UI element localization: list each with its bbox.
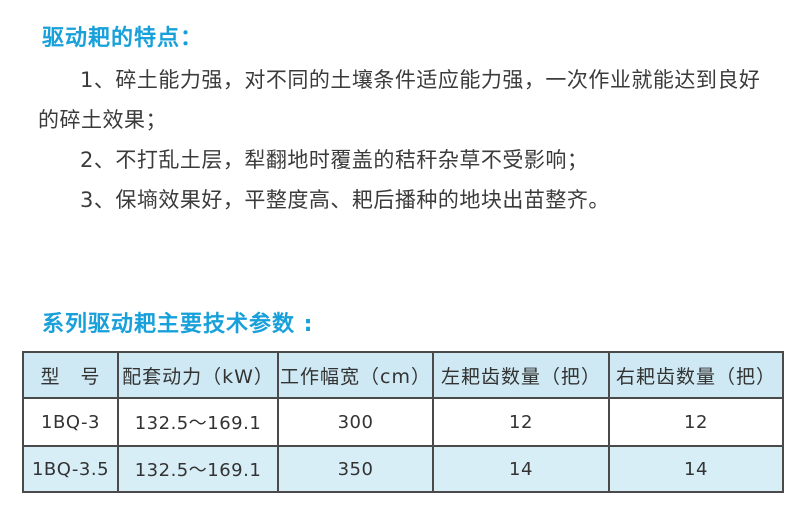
parameters-section-title: 系列驱动耙主要技术参数 : (42, 312, 314, 337)
table-row: 1BQ-3 132.5～169.1 300 12 12 (22, 397, 784, 447)
cell-model: 1BQ-3.5 (22, 445, 119, 493)
column-header-working-width: 工作幅宽（cm） (277, 351, 434, 399)
table-header-row: 型 号 配套动力（kW） 工作幅宽（cm） 左耙齿数量（把） 右耙齿数量（把） (22, 351, 784, 399)
cell-right-tines: 14 (608, 445, 784, 493)
cell-working-width: 300 (277, 397, 434, 447)
features-list: 1、碎土能力强，对不同的土壤条件适应能力强，一次作业就能达到良好的碎土效果； 2… (38, 60, 762, 220)
cell-model: 1BQ-3 (22, 397, 119, 447)
feature-item-1: 1、碎土能力强，对不同的土壤条件适应能力强，一次作业就能达到良好的碎土效果； (38, 68, 761, 132)
cell-left-tines: 12 (432, 397, 610, 447)
column-header-right-tines: 右耙齿数量（把） (608, 351, 784, 399)
feature-item-3: 3、保墒效果好，平整度高、耙后播种的地块出苗整齐。 (80, 188, 610, 212)
cell-power: 132.5～169.1 (117, 397, 279, 447)
feature-item-2: 2、不打乱土层，犁翻地时覆盖的秸秆杂草不受影响； (80, 148, 589, 172)
cell-power: 132.5～169.1 (117, 445, 279, 493)
cell-right-tines: 12 (608, 397, 784, 447)
features-section-title: 驱动耙的特点： (42, 26, 204, 51)
cell-working-width: 350 (277, 445, 434, 493)
column-header-model: 型 号 (22, 351, 119, 399)
cell-left-tines: 14 (432, 445, 610, 493)
parameters-table: 型 号 配套动力（kW） 工作幅宽（cm） 左耙齿数量（把） 右耙齿数量（把） … (22, 351, 784, 493)
column-header-power: 配套动力（kW） (117, 351, 279, 399)
table-row: 1BQ-3.5 132.5～169.1 350 14 14 (22, 445, 784, 493)
column-header-left-tines: 左耙齿数量（把） (432, 351, 610, 399)
